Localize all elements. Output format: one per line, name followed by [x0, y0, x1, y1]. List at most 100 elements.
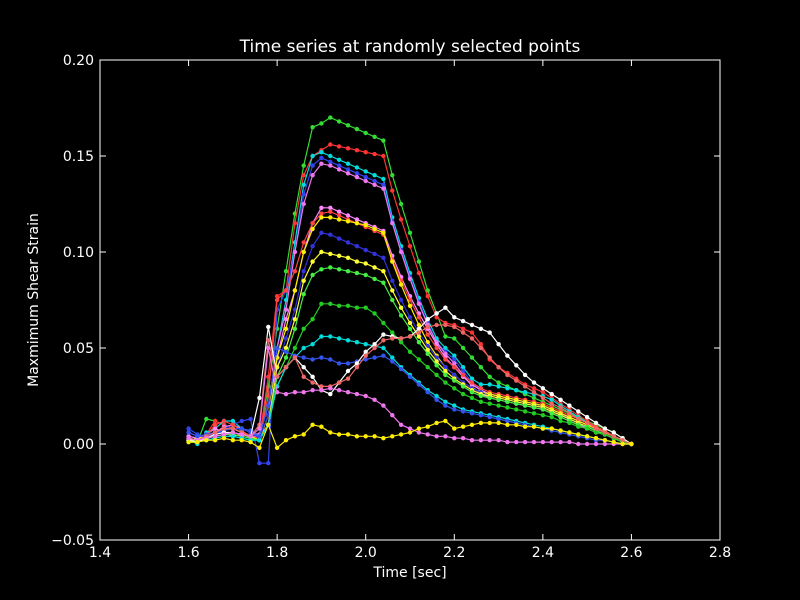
data-point — [611, 439, 616, 445]
data-point — [567, 403, 572, 408]
data-point — [398, 340, 404, 345]
data-point — [416, 259, 422, 264]
data-point — [345, 123, 351, 128]
x-tick-label: 1.8 — [266, 545, 288, 561]
data-point — [319, 211, 324, 216]
data-point — [372, 311, 377, 316]
data-point — [407, 430, 413, 435]
data-point — [266, 338, 271, 343]
data-point — [195, 439, 200, 445]
data-point — [416, 330, 422, 335]
data-point — [221, 418, 227, 424]
data-point — [478, 342, 484, 347]
data-point — [398, 201, 404, 207]
data-point — [363, 305, 368, 310]
data-point — [354, 244, 360, 249]
data-point — [425, 340, 430, 345]
data-point — [407, 276, 413, 282]
data-point — [345, 303, 351, 308]
data-point — [398, 336, 404, 341]
data-point — [390, 278, 395, 283]
data-point — [407, 230, 413, 235]
data-point — [363, 342, 368, 347]
data-point — [283, 317, 289, 322]
data-point — [540, 395, 546, 401]
data-point — [425, 390, 430, 395]
data-point — [478, 365, 484, 370]
data-point — [186, 439, 191, 445]
data-point — [363, 222, 368, 228]
data-point — [416, 322, 422, 328]
data-point — [452, 353, 457, 358]
data-point — [558, 414, 563, 420]
data-point — [522, 390, 528, 395]
data-point — [416, 334, 422, 339]
data-point — [283, 336, 289, 341]
data-point — [381, 186, 386, 191]
data-point — [257, 434, 262, 439]
data-point — [505, 399, 510, 404]
data-point — [336, 213, 342, 218]
data-point — [593, 420, 599, 426]
data-point — [425, 288, 430, 293]
data-point — [469, 380, 475, 385]
data-point — [354, 391, 360, 397]
data-point — [443, 372, 448, 378]
y-tick-label: 0.00 — [63, 437, 94, 453]
data-point — [487, 438, 492, 443]
data-point — [496, 380, 501, 385]
data-point — [328, 205, 333, 210]
data-point — [434, 363, 439, 368]
data-point — [292, 434, 298, 439]
data-point — [292, 249, 298, 255]
data-point — [230, 438, 236, 443]
data-point — [434, 434, 439, 439]
data-point — [522, 409, 528, 414]
data-point — [328, 391, 333, 397]
data-point — [336, 388, 342, 393]
data-point — [310, 272, 315, 278]
data-point — [381, 255, 386, 260]
data-point — [576, 432, 581, 437]
data-point — [425, 324, 430, 330]
data-point — [487, 401, 492, 406]
data-point — [292, 390, 298, 395]
data-point — [372, 178, 377, 184]
data-point — [478, 386, 484, 391]
data-point — [301, 365, 306, 370]
data-point — [390, 413, 395, 418]
chart-title: Time series at randomly selected points — [239, 37, 581, 57]
data-point — [354, 259, 360, 264]
data-point — [593, 430, 599, 435]
data-point — [345, 161, 351, 166]
data-point — [354, 305, 360, 310]
data-point — [496, 397, 501, 402]
data-point — [469, 422, 475, 427]
data-point — [212, 418, 218, 424]
data-point — [381, 345, 386, 351]
data-point — [522, 403, 528, 408]
data-point — [319, 161, 324, 166]
data-point — [452, 403, 457, 408]
data-point — [363, 261, 368, 266]
data-point — [452, 378, 457, 383]
data-point — [230, 426, 236, 431]
y-axis-label: Maxmimum Shear Strain — [26, 213, 42, 387]
data-point — [620, 441, 625, 447]
data-point — [336, 167, 342, 172]
data-point — [460, 436, 466, 441]
data-point — [319, 121, 324, 126]
data-point — [381, 138, 386, 143]
data-point — [576, 409, 581, 414]
data-point — [310, 244, 315, 249]
data-point — [452, 324, 457, 330]
data-point — [398, 217, 404, 222]
data-point — [407, 315, 413, 320]
data-point — [593, 441, 599, 447]
data-point — [354, 174, 360, 180]
data-point — [407, 334, 413, 339]
data-point — [531, 380, 537, 385]
data-point — [372, 397, 377, 402]
x-tick-label: 1.4 — [89, 545, 111, 561]
data-point — [576, 416, 581, 422]
